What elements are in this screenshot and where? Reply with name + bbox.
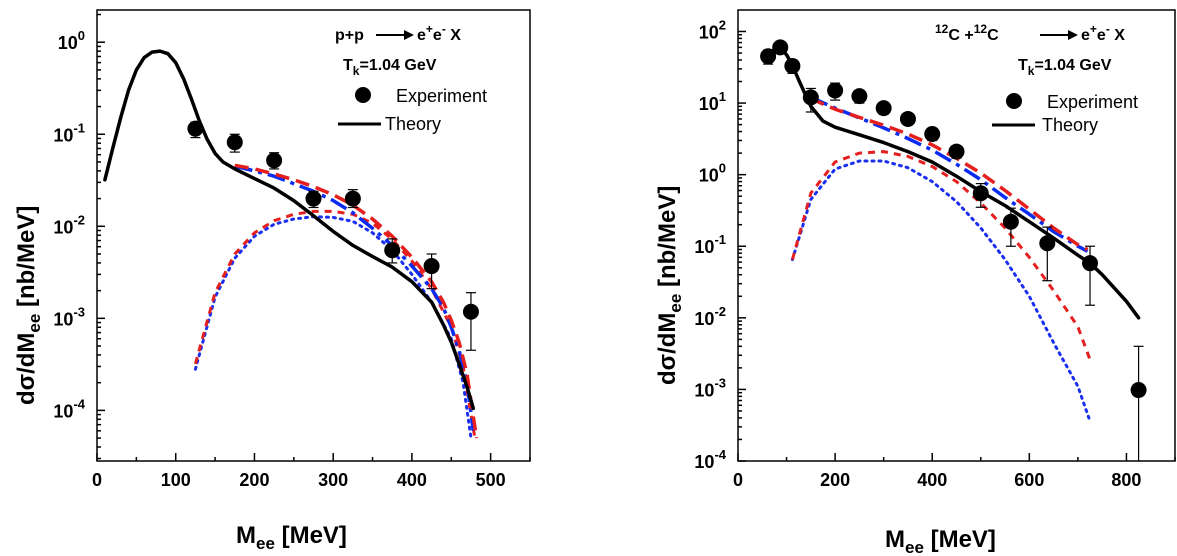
experiment-point: [1130, 382, 1147, 399]
experiment-point: [344, 190, 361, 207]
panel-right: 0 200 400 600 800 10-4 10-3 10-2 10-1 100 101 102 1…: [654, 9, 1176, 556]
experiment-point: [1082, 255, 1099, 272]
y-tick-label: 10-2: [694, 304, 726, 329]
legend-experiment-left: Experiment: [396, 86, 487, 106]
experiment-point: [899, 110, 916, 127]
legend-theory-left: Theory: [385, 114, 441, 134]
arrow-icon: [376, 30, 414, 40]
x-tick-label: 200: [239, 470, 269, 490]
arrow-icon: [1040, 30, 1078, 40]
y-tick-label: 10-4: [694, 447, 726, 472]
y-tick-label: 10-3: [694, 375, 726, 400]
experiment-point: [462, 303, 479, 320]
x-tick-label: 800: [1111, 470, 1141, 490]
y-tick-label: 10-3: [53, 304, 85, 329]
experiment-point: [760, 48, 777, 65]
x-tick-label: 600: [1014, 470, 1044, 490]
x-tick-label: 0: [92, 470, 102, 490]
x-tick-label: 500: [476, 470, 506, 490]
reaction-products-left: e+e- X: [417, 22, 461, 44]
plot-frame-right: [737, 9, 1176, 462]
legend-theory-right: Theory: [1042, 115, 1098, 135]
reaction-products-right: e+e- X: [1081, 22, 1125, 44]
theory-curve: [103, 49, 476, 411]
dash-dot-blue-curve: [810, 95, 1089, 253]
y-tick-label: 10-4: [53, 396, 85, 421]
dash-dot-blue-curve: [234, 164, 476, 432]
experiment-point: [875, 100, 892, 117]
y-tick-label: 100: [699, 161, 726, 186]
y-tick-label: 10-2: [53, 212, 85, 237]
experiment-points-left: [187, 120, 479, 351]
experiment-point: [1002, 213, 1019, 230]
experiment-points-right: [760, 39, 1147, 461]
y-tick-label: 10-1: [694, 232, 726, 257]
axis-ticks-left: 0 100 200 300 400 500 10-4 10-3 10-2 10-1 100: [53, 13, 531, 490]
experiment-point: [384, 242, 401, 259]
axis-ticks-right: 0 200 400 600 800 10-4 10-3 10-2 10-1 100 101 102: [694, 17, 1176, 490]
y-tick-label: 102: [699, 17, 726, 42]
x-tick-label: 200: [820, 470, 850, 490]
x-tick-label: 100: [161, 470, 191, 490]
dashed-red-curve: [234, 163, 479, 439]
experiment-point: [948, 143, 965, 160]
experiment-point: [226, 134, 243, 151]
x-axis-label-left: Mee [MeV]: [236, 522, 347, 553]
x-tick-label: 400: [397, 470, 427, 490]
y-tick-label: 101: [699, 89, 726, 114]
experiment-point: [423, 258, 440, 275]
legend-experiment-marker: [355, 87, 371, 103]
experiment-point: [851, 88, 868, 105]
legend-experiment-marker: [1006, 93, 1022, 109]
dotted-blue-curve: [790, 159, 1092, 423]
x-tick-label: 300: [318, 470, 348, 490]
energy-label-left: Tk=1.04 GeV: [343, 57, 437, 78]
x-tick-label: 400: [917, 470, 947, 490]
experiment-point: [972, 185, 989, 202]
energy-label-right: Tk=1.04 GeV: [1018, 57, 1112, 78]
legend-experiment-right: Experiment: [1047, 92, 1138, 112]
reaction-label-left: p+p: [335, 27, 364, 44]
x-axis-label-right: Mee [MeV]: [885, 526, 996, 556]
experiment-point: [827, 82, 844, 99]
x-tick-label: 0: [733, 470, 743, 490]
experiment-point: [305, 190, 322, 207]
y-axis-label-left: dσ/dMee [nb/MeV]: [13, 206, 44, 405]
experiment-point: [1039, 235, 1056, 252]
experiment-point: [784, 57, 801, 74]
experiment-point: [187, 120, 204, 137]
experiment-point: [802, 89, 819, 106]
curves-left: [103, 49, 479, 440]
y-tick-label: 100: [58, 28, 85, 53]
dotted-red-curve: [790, 150, 1092, 361]
y-tick-label: 10-1: [53, 120, 85, 145]
reaction-label-right: 12C +12C: [935, 22, 999, 44]
dotted-red-curve: [193, 209, 477, 439]
experiment-point: [924, 125, 941, 142]
experiment-point: [772, 39, 789, 56]
experiment-point: [266, 152, 283, 169]
y-axis-label-right: dσ/dMee [nb/MeV]: [654, 186, 685, 385]
